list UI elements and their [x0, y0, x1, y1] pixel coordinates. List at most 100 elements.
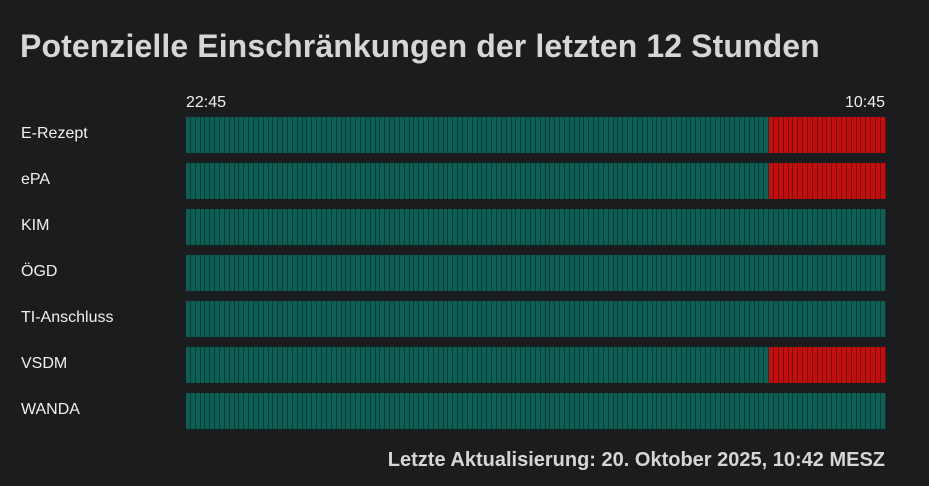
status-segment-ok[interactable]	[846, 301, 852, 337]
status-segment-ok[interactable]	[822, 393, 828, 429]
status-segment-degraded[interactable]	[842, 117, 847, 153]
status-segment-ok[interactable]	[336, 301, 342, 337]
status-segment-ok[interactable]	[671, 163, 677, 199]
status-segment-ok[interactable]	[351, 301, 357, 337]
status-segment-ok[interactable]	[356, 117, 361, 153]
status-segment-ok[interactable]	[531, 209, 536, 245]
status-segment-ok[interactable]	[234, 393, 240, 429]
status-segment-ok[interactable]	[394, 255, 400, 291]
status-segment-ok[interactable]	[526, 255, 532, 291]
status-segment-ok[interactable]	[448, 117, 454, 153]
status-segment-ok[interactable]	[832, 301, 838, 337]
status-segment-degraded[interactable]	[856, 117, 862, 153]
status-segment-ok[interactable]	[866, 255, 872, 291]
status-segment-ok[interactable]	[618, 393, 624, 429]
status-segment-ok[interactable]	[487, 255, 493, 291]
status-segment-ok[interactable]	[278, 301, 284, 337]
status-segment-ok[interactable]	[244, 301, 250, 337]
status-segment-ok[interactable]	[365, 393, 371, 429]
status-segment-ok[interactable]	[224, 347, 230, 383]
status-segment-ok[interactable]	[390, 117, 395, 153]
status-segment-ok[interactable]	[224, 301, 230, 337]
status-segment-ok[interactable]	[220, 255, 225, 291]
status-segment-ok[interactable]	[671, 393, 677, 429]
status-segment-ok[interactable]	[579, 209, 585, 245]
status-segment-ok[interactable]	[195, 347, 201, 383]
status-segment-ok[interactable]	[876, 255, 881, 291]
status-segment-ok[interactable]	[302, 255, 308, 291]
status-segment-ok[interactable]	[676, 163, 682, 199]
status-segment-ok[interactable]	[292, 393, 298, 429]
status-segment-ok[interactable]	[258, 255, 264, 291]
status-segment-ok[interactable]	[764, 393, 770, 429]
status-segment-ok[interactable]	[365, 209, 371, 245]
status-segment-ok[interactable]	[739, 117, 745, 153]
status-segment-ok[interactable]	[652, 393, 658, 429]
status-segment-ok[interactable]	[258, 393, 264, 429]
status-segment-ok[interactable]	[278, 393, 284, 429]
status-segment-ok[interactable]	[686, 393, 692, 429]
status-segment-ok[interactable]	[297, 117, 303, 153]
status-segment-ok[interactable]	[744, 347, 750, 383]
status-segment-ok[interactable]	[589, 163, 595, 199]
status-segment-ok[interactable]	[472, 347, 478, 383]
status-segment-ok[interactable]	[579, 301, 585, 337]
status-segment-ok[interactable]	[846, 393, 852, 429]
status-segment-ok[interactable]	[326, 255, 332, 291]
status-segment-ok[interactable]	[200, 393, 206, 429]
status-segment-ok[interactable]	[662, 255, 668, 291]
status-segment-ok[interactable]	[511, 347, 517, 383]
status-segment-ok[interactable]	[433, 347, 439, 383]
status-segment-ok[interactable]	[409, 393, 415, 429]
status-segment-ok[interactable]	[292, 301, 298, 337]
status-segment-ok[interactable]	[448, 209, 454, 245]
status-segment-ok[interactable]	[662, 301, 668, 337]
status-segment-ok[interactable]	[555, 393, 561, 429]
status-segment-ok[interactable]	[477, 209, 483, 245]
status-segment-ok[interactable]	[662, 209, 668, 245]
status-segment-ok[interactable]	[759, 163, 765, 199]
status-segment-ok[interactable]	[258, 163, 264, 199]
status-segment-ok[interactable]	[667, 163, 672, 199]
status-segment-ok[interactable]	[263, 347, 269, 383]
status-segment-ok[interactable]	[735, 163, 740, 199]
status-segment-degraded[interactable]	[832, 163, 838, 199]
status-segment-degraded[interactable]	[769, 117, 774, 153]
status-segment-ok[interactable]	[224, 393, 230, 429]
status-segment-ok[interactable]	[467, 117, 473, 153]
status-segment-ok[interactable]	[477, 255, 483, 291]
status-segment-ok[interactable]	[244, 255, 250, 291]
status-segment-ok[interactable]	[696, 255, 702, 291]
status-segment-ok[interactable]	[317, 163, 323, 199]
status-segment-ok[interactable]	[331, 117, 337, 153]
status-segment-ok[interactable]	[808, 209, 813, 245]
status-segment-degraded[interactable]	[876, 117, 881, 153]
status-segment-ok[interactable]	[205, 163, 211, 199]
status-segment-ok[interactable]	[613, 209, 619, 245]
status-segment-ok[interactable]	[453, 393, 459, 429]
status-segment-ok[interactable]	[880, 301, 886, 337]
status-segment-ok[interactable]	[671, 347, 677, 383]
status-segment-ok[interactable]	[501, 209, 507, 245]
status-segment-ok[interactable]	[613, 393, 619, 429]
status-segment-degraded[interactable]	[817, 347, 823, 383]
status-segment-ok[interactable]	[399, 163, 405, 199]
status-segment-ok[interactable]	[477, 117, 483, 153]
status-segment-ok[interactable]	[798, 255, 804, 291]
status-segment-ok[interactable]	[312, 347, 318, 383]
status-segment-ok[interactable]	[642, 255, 648, 291]
status-segment-ok[interactable]	[739, 163, 745, 199]
status-segment-ok[interactable]	[360, 117, 366, 153]
status-segment-ok[interactable]	[458, 209, 463, 245]
status-segment-ok[interactable]	[681, 209, 687, 245]
status-segment-ok[interactable]	[258, 209, 264, 245]
status-segment-ok[interactable]	[254, 393, 259, 429]
status-segment-ok[interactable]	[292, 209, 298, 245]
status-segment-ok[interactable]	[715, 347, 721, 383]
status-segment-ok[interactable]	[647, 393, 653, 429]
status-segment-ok[interactable]	[827, 301, 833, 337]
status-segment-ok[interactable]	[409, 255, 415, 291]
status-segment-ok[interactable]	[438, 301, 444, 337]
status-segment-ok[interactable]	[346, 255, 352, 291]
status-segment-ok[interactable]	[618, 117, 624, 153]
